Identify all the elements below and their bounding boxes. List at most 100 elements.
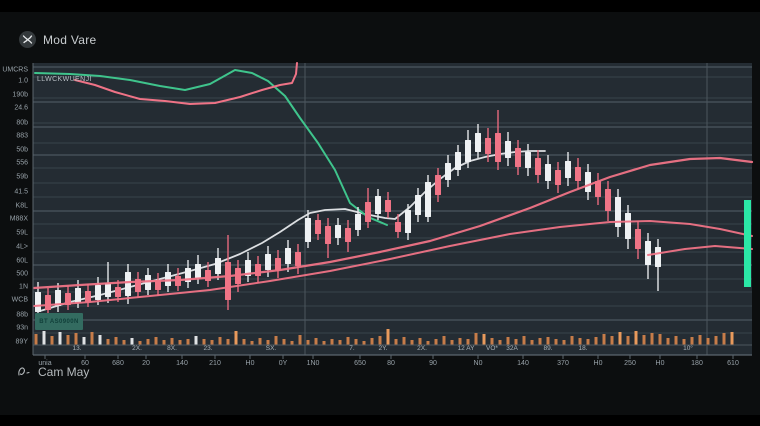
candle-bull	[285, 248, 291, 264]
candle-bear	[385, 200, 391, 212]
volume-bar	[234, 331, 238, 345]
x-axis-outer-label: 60	[81, 360, 89, 367]
x-axis-inner-label: 13.	[72, 345, 82, 352]
volume-bar	[442, 336, 446, 345]
volume-bar	[66, 335, 70, 345]
candle-bull	[245, 260, 251, 276]
x-axis-inner-label: VO*	[486, 345, 498, 352]
volume-bar	[194, 336, 198, 345]
watermark: Cam May	[16, 364, 89, 380]
x-axis-outer-label: 650	[354, 360, 366, 367]
volume-bar	[130, 338, 134, 345]
volume-bar	[106, 339, 110, 345]
brand-logo-icon[interactable]	[19, 31, 36, 48]
candle-bull	[615, 197, 621, 227]
x-axis-outer-label: H0	[655, 360, 665, 367]
volume-bar	[714, 336, 718, 345]
candle-bear	[595, 181, 601, 197]
volume-bar	[650, 333, 654, 345]
indicator-badge[interactable]: BT AS0900N	[35, 313, 83, 330]
candle-bull	[95, 285, 101, 300]
candle-bull	[265, 254, 271, 270]
ma-green	[34, 69, 388, 226]
volume-bar	[290, 341, 294, 345]
x-axis-outer-label: 80	[387, 360, 395, 367]
candle-bull	[545, 164, 551, 181]
x-axis-outer-label: 610	[727, 360, 739, 367]
candle-bear	[575, 167, 581, 181]
volume-bar	[34, 334, 38, 345]
candle-bear	[275, 258, 281, 270]
y-axis-label: 93n	[16, 324, 28, 332]
candle-bull	[565, 161, 571, 178]
y-axis-label: 1.0	[18, 77, 28, 85]
candle-bull	[145, 275, 151, 290]
x-axis-outer-label: H0	[593, 360, 603, 367]
volume-bar	[474, 333, 478, 345]
x-axis-inner-label: 32A	[506, 345, 518, 352]
candle-bull	[375, 196, 381, 214]
ma-pink-long-1	[32, 156, 754, 290]
volume-bar	[666, 338, 670, 345]
candle-bear	[225, 262, 231, 300]
volume-bar	[674, 336, 678, 345]
volume-bar	[546, 337, 550, 345]
volume-bar	[162, 340, 166, 345]
candle-bear	[365, 202, 371, 222]
volume-bar	[722, 333, 726, 345]
x-axis-outer-label: unia	[38, 360, 52, 367]
y-axis-label: 24.6	[14, 104, 28, 112]
volume-bar	[98, 335, 102, 345]
volume-bar	[682, 339, 686, 345]
x-axis-outer-label: 680	[112, 360, 124, 367]
candle-bull	[455, 152, 461, 170]
volume-bar	[402, 337, 406, 345]
volume-bar	[322, 341, 326, 345]
ma-pink-long-2	[33, 220, 753, 307]
x-axis-outer-label: 370	[557, 360, 569, 367]
volume-bar	[298, 335, 302, 345]
y-axis-label: UMCRS	[2, 66, 28, 74]
candle-bull	[195, 264, 201, 278]
x-axis-inner-label: 2Y.	[378, 345, 388, 352]
app-header: Mod Vare	[19, 31, 97, 48]
x-axis-inner-label: 2X.	[417, 345, 427, 352]
volume-bar	[554, 339, 558, 345]
candle-bear	[295, 252, 301, 266]
candle-bull	[355, 214, 361, 230]
volume-bar	[658, 334, 662, 345]
ma-pink-long-3	[647, 245, 753, 256]
x-axis-inner-label: 12 AY	[457, 345, 475, 352]
volume-bar	[482, 334, 486, 345]
volume-bar	[258, 338, 262, 345]
volume-bar	[146, 339, 150, 345]
signature-icon	[18, 367, 30, 376]
y-axis-label: 50b	[16, 146, 28, 154]
x-axis-inner-label: 8X.	[167, 345, 177, 352]
watermark-text: Cam May	[38, 365, 90, 379]
y-axis-label: 1N	[19, 283, 28, 291]
volume-bar	[450, 340, 454, 345]
volume-bar	[410, 340, 414, 345]
volume-bar	[266, 340, 270, 345]
candle-bull	[465, 140, 471, 162]
volume-bar	[202, 339, 206, 345]
candle-bull	[625, 213, 631, 239]
candle-bear	[435, 175, 441, 195]
x-axis-outer-label: 140	[517, 360, 529, 367]
candle-bear	[345, 228, 351, 242]
volume-bar	[82, 337, 86, 345]
candle-bull	[525, 152, 531, 168]
candle-bear	[115, 287, 121, 297]
volume-bar	[506, 337, 510, 345]
volume-bar	[210, 340, 214, 345]
volume-bar	[362, 341, 366, 345]
y-axis-label: 4L>	[16, 243, 28, 251]
volume-bar	[386, 329, 390, 345]
volume-bar	[522, 336, 526, 345]
candle-bull	[305, 218, 311, 242]
candle-bear	[535, 158, 541, 175]
volume-bar	[706, 338, 710, 345]
candle-bull	[125, 272, 131, 296]
